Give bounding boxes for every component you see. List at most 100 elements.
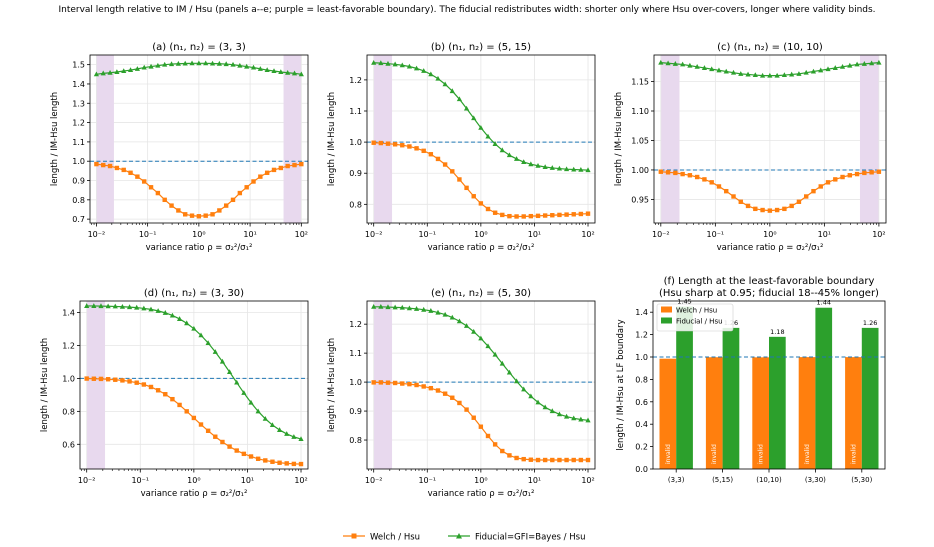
series-fiducial-point bbox=[803, 69, 809, 75]
series-welch-point bbox=[237, 190, 243, 196]
panel-f-title: (f) Length at the least-favorable bounda… bbox=[664, 276, 875, 287]
series-welch-point bbox=[854, 171, 860, 177]
series-fiducial-point bbox=[248, 399, 254, 405]
series-fiducial-point bbox=[861, 61, 867, 66]
series-fiducial-point bbox=[571, 415, 577, 421]
series-fiducial-point bbox=[456, 96, 463, 102]
panel-b-xtick-label: 10⁻¹ bbox=[418, 230, 436, 239]
series-fiducial-point bbox=[578, 416, 584, 422]
panel-a-xtick-label: 10¹ bbox=[243, 230, 256, 239]
series-fiducial-point bbox=[521, 159, 527, 165]
series-fiducial-point bbox=[730, 69, 737, 75]
panel-c-xtick-label: 10¹ bbox=[818, 230, 831, 239]
series-welch-point bbox=[251, 179, 256, 184]
panel-d-lf-band bbox=[86, 301, 106, 469]
series-welch-point bbox=[291, 461, 297, 467]
panel-e-xtick-label: 10⁻² bbox=[365, 476, 383, 485]
panel-a-ytick-label: 1.3 bbox=[72, 99, 85, 108]
series-fiducial-point bbox=[687, 62, 693, 68]
series-fiducial-point bbox=[694, 63, 700, 69]
panel-b-ytick-label: 0.9 bbox=[349, 169, 362, 178]
series-fiducial-point bbox=[665, 60, 671, 66]
series-welch-point bbox=[847, 173, 853, 178]
series-welch-point bbox=[241, 451, 247, 457]
series-welch-point bbox=[521, 456, 526, 462]
series-welch-point bbox=[716, 184, 722, 189]
series-fiducial-point bbox=[127, 67, 134, 73]
series-fiducial-point bbox=[371, 59, 377, 65]
bar-invalid-label: invalid bbox=[758, 444, 765, 464]
series-fiducial-point bbox=[832, 65, 838, 70]
bar-welch bbox=[845, 357, 862, 469]
series-fiducial-point bbox=[114, 69, 120, 74]
series-welch-point bbox=[385, 380, 391, 385]
series-fiducial-point bbox=[759, 72, 766, 78]
series-fiducial-point bbox=[399, 304, 405, 310]
panel-a-ytick-label: 0.9 bbox=[72, 177, 85, 186]
series-welch-point bbox=[564, 457, 569, 463]
series-welch-point bbox=[665, 170, 671, 175]
series-fiducial-point bbox=[456, 318, 463, 324]
series-welch-point bbox=[840, 174, 845, 180]
series-fiducial-point bbox=[234, 379, 240, 385]
panel-e: (e) (n₁, n₂) = (5, 30) length / IM-Hsu le… bbox=[327, 288, 596, 499]
panel-f-ylabel: length / IM-Hsu at LF boundary bbox=[616, 319, 626, 450]
series-fiducial-point bbox=[478, 125, 484, 130]
series-welch-point bbox=[550, 213, 555, 218]
series-welch-point bbox=[101, 162, 106, 168]
series-welch-point bbox=[738, 199, 743, 204]
series-welch-point bbox=[450, 169, 455, 174]
panel-d-xtick-label: 10⁻¹ bbox=[131, 476, 149, 485]
series-fiducial-point bbox=[121, 68, 127, 74]
series-fiducial-point bbox=[752, 72, 758, 78]
series-fiducial-point bbox=[278, 69, 284, 74]
series-fiducial-point bbox=[269, 422, 276, 428]
series-fiducial-point bbox=[796, 71, 802, 76]
series-fiducial-point bbox=[226, 369, 233, 374]
series-fiducial-point bbox=[399, 62, 405, 68]
panel-c-ylabel: length / IM-Hsu length bbox=[614, 92, 624, 186]
series-fiducial-point bbox=[723, 68, 729, 74]
series-fiducial-point bbox=[556, 411, 563, 417]
series-fiducial-point bbox=[257, 66, 263, 71]
series-welch-point bbox=[400, 143, 405, 148]
series-welch-point bbox=[141, 382, 147, 387]
series-welch-point bbox=[774, 207, 780, 213]
series-welch-point bbox=[176, 208, 181, 213]
series-fiducial-point bbox=[701, 65, 708, 70]
series-fiducial-point bbox=[428, 71, 434, 77]
panel-c: (c) (n₁, n₂) = (10, 10) length / IM-Hsu l… bbox=[614, 42, 887, 253]
series-welch-point bbox=[811, 188, 816, 194]
series-fiducial-point bbox=[250, 64, 257, 70]
series-fiducial-point bbox=[449, 314, 455, 320]
panel-f-legend-box bbox=[656, 303, 734, 332]
series-welch-point bbox=[658, 169, 664, 174]
series-welch-point bbox=[500, 448, 505, 454]
series-welch-point bbox=[392, 380, 398, 386]
series-welch-point bbox=[107, 163, 113, 169]
series-fiducial-point bbox=[774, 72, 780, 78]
series-fiducial-point bbox=[738, 71, 744, 76]
panel-d-ytick-label: 1.0 bbox=[62, 374, 75, 383]
series-fiducial-point bbox=[198, 332, 204, 338]
series-fiducial-point bbox=[168, 61, 175, 67]
series-welch-point bbox=[550, 457, 555, 463]
series-fiducial-point bbox=[271, 68, 277, 74]
series-fiducial-point bbox=[513, 378, 520, 384]
series-fiducial-point bbox=[169, 312, 176, 318]
series-welch-point bbox=[457, 400, 462, 406]
series-welch-point bbox=[528, 457, 534, 462]
panel-c-series bbox=[658, 59, 882, 213]
panel-f-ytick-label: 1.2 bbox=[635, 331, 648, 340]
series-welch-point bbox=[113, 377, 118, 382]
series-welch-point bbox=[170, 396, 175, 402]
series-welch-point bbox=[478, 424, 484, 429]
series-fiducial-point bbox=[463, 105, 470, 111]
bar-value-label: 1.26 bbox=[863, 319, 877, 327]
series-welch-point bbox=[760, 207, 765, 213]
panel-e-xlabel: variance ratio ρ = σ₂²/σ₁² bbox=[428, 489, 535, 499]
panel-c-xtick-label: 10⁰ bbox=[763, 230, 776, 239]
panel-f-category-label: (3,3) bbox=[668, 476, 685, 484]
series-welch-point bbox=[264, 170, 270, 175]
series-welch-point bbox=[371, 140, 376, 145]
